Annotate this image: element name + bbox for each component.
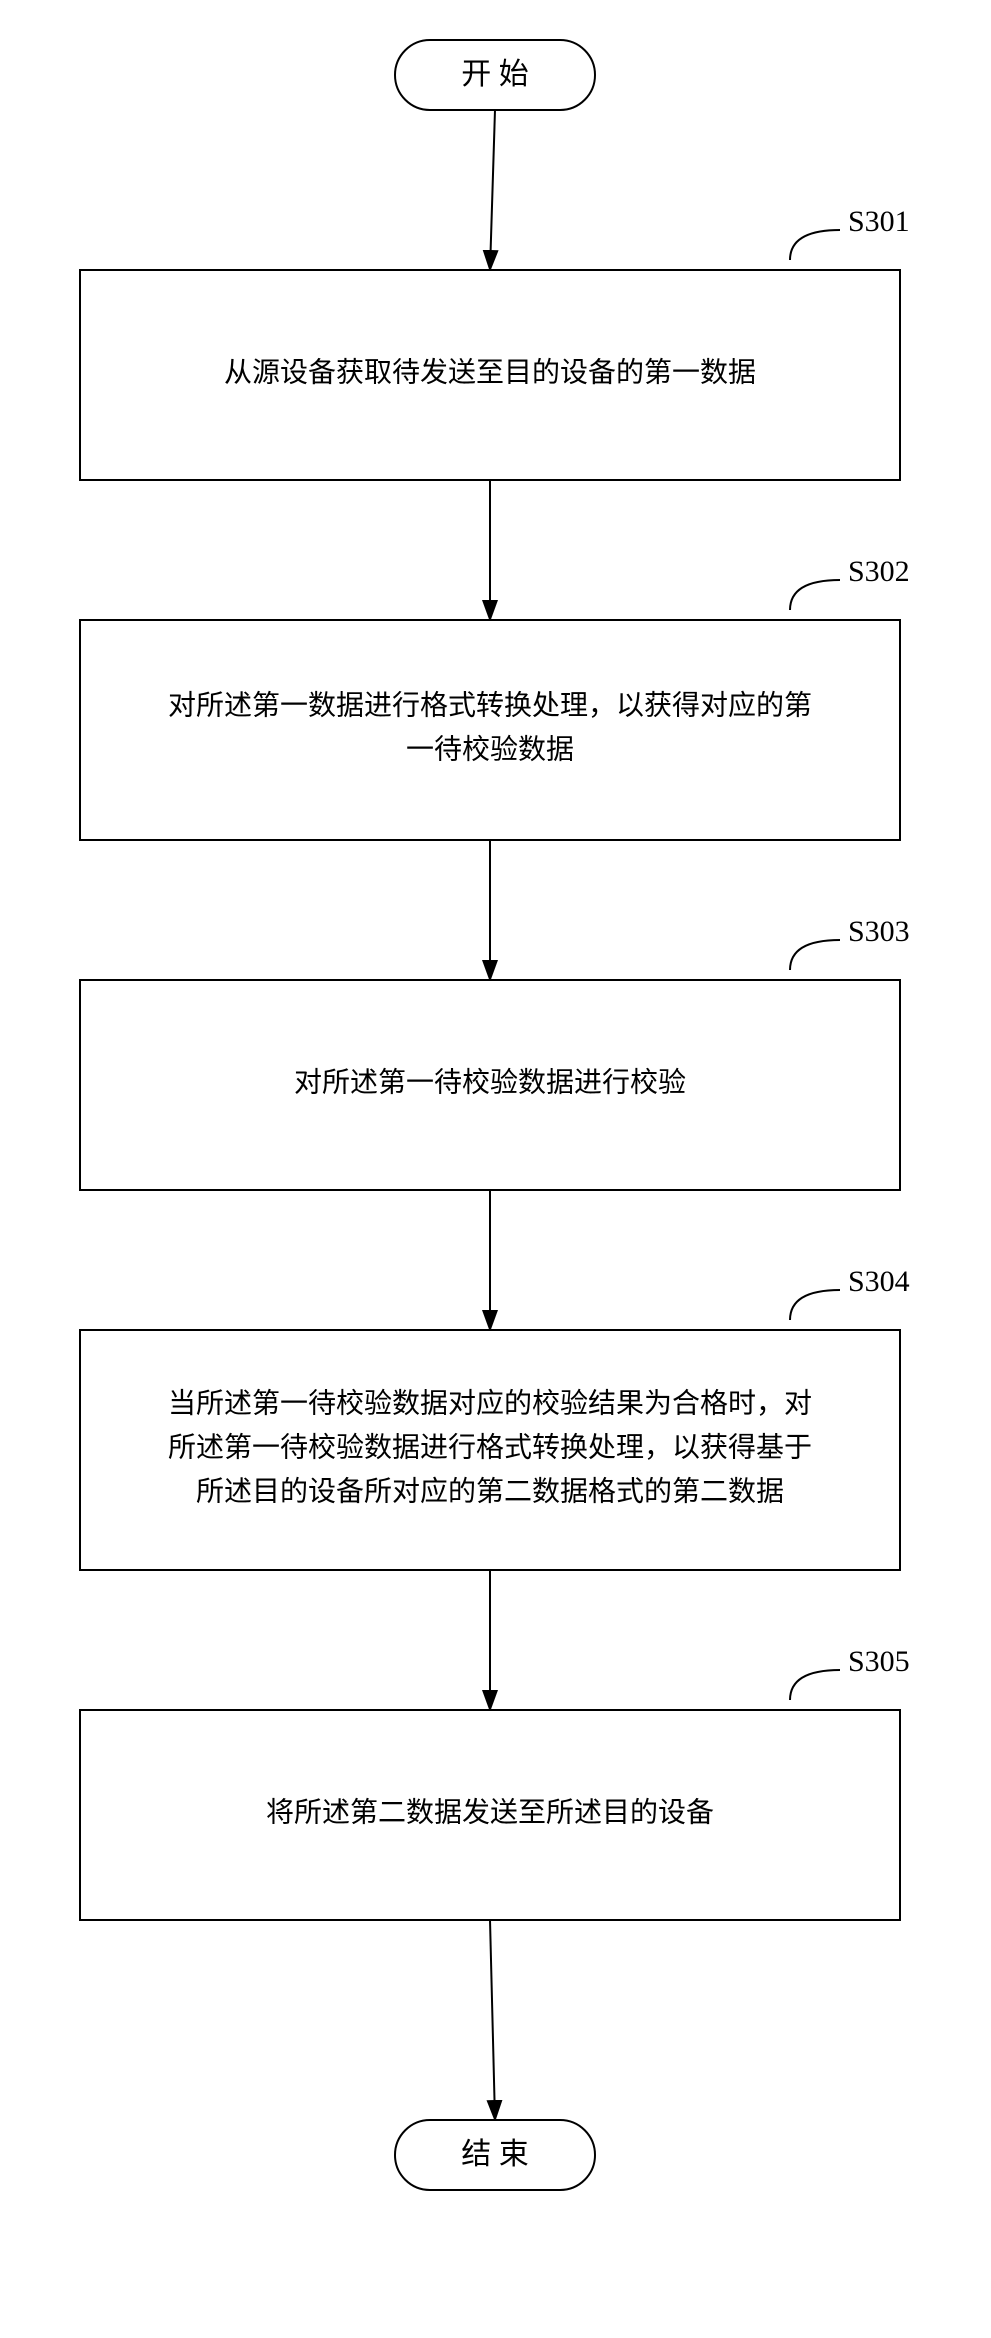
s303-label-bracket bbox=[790, 940, 840, 970]
flow-arrow bbox=[490, 110, 495, 270]
s301-text-line: 从源设备获取待发送至目的设备的第一数据 bbox=[224, 356, 756, 388]
s305-step-label: S305 bbox=[848, 1645, 910, 1678]
s304-text-line: 所述第一待校验数据进行格式转换处理，以获得基于 bbox=[168, 1431, 812, 1463]
s304-text-line: 所述目的设备所对应的第二数据格式的第二数据 bbox=[196, 1475, 784, 1507]
s301-label-bracket bbox=[790, 230, 840, 260]
flowchart-canvas: 开 始 S301 从源设备获取待发送至目的设备的第一数据 S302 对所述第一数据进行格… bbox=[0, 0, 991, 2338]
s302-step-label: S302 bbox=[848, 555, 910, 588]
s302-label-bracket bbox=[790, 580, 840, 610]
start-label: 开 始 bbox=[461, 58, 529, 91]
s302-text-line: 对所述第一数据进行格式转换处理，以获得对应的第 bbox=[168, 689, 812, 721]
s302-text-line: 一待校验数据 bbox=[406, 733, 574, 765]
s304-label-bracket bbox=[790, 1290, 840, 1320]
s301-step-label: S301 bbox=[848, 205, 910, 238]
s305-label-bracket bbox=[790, 1670, 840, 1700]
s303-step-label: S303 bbox=[848, 915, 910, 948]
end-label: 结 束 bbox=[461, 2138, 529, 2171]
s303-text-line: 对所述第一待校验数据进行校验 bbox=[294, 1066, 686, 1098]
s305-text-line: 将所述第二数据发送至所述目的设备 bbox=[266, 1796, 714, 1828]
s304-step-label: S304 bbox=[848, 1265, 910, 1298]
s304-text-line: 当所述第一待校验数据对应的校验结果为合格时，对 bbox=[168, 1387, 812, 1419]
s302-box bbox=[80, 620, 900, 840]
flow-arrow bbox=[490, 1920, 495, 2120]
